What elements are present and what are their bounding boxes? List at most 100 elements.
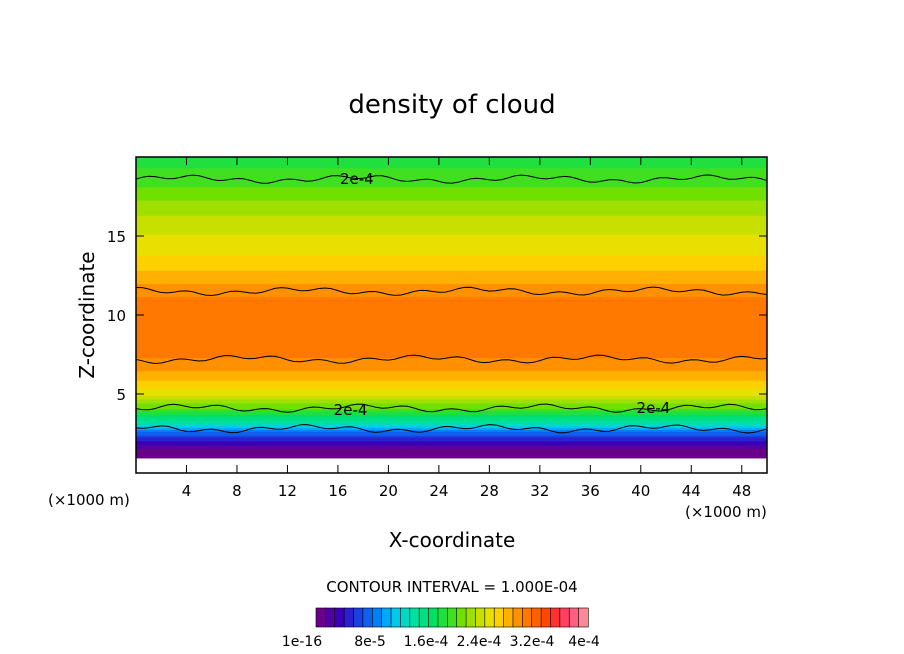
contour-band-47 — [136, 381, 767, 385]
contour-band-21 — [136, 431, 767, 434]
colorbar-swatch-21 — [512, 607, 523, 628]
contour-band-54 — [136, 368, 767, 372]
contour-band-4 — [136, 463, 767, 467]
contour-band-149 — [136, 188, 767, 192]
x-tick-label-4: 20 — [379, 482, 398, 500]
contour-band-135 — [136, 215, 767, 218]
contour-band-131 — [136, 222, 767, 226]
contour-line-1 — [136, 286, 767, 297]
contour-band-111 — [136, 260, 767, 264]
contour-band-65 — [136, 347, 767, 351]
contour-band-40 — [136, 395, 767, 398]
x-tick-label-7: 32 — [530, 482, 549, 500]
contour-band-150 — [136, 186, 767, 190]
colorbar-swatch-17 — [475, 607, 486, 628]
contour-band-125 — [136, 234, 767, 237]
contour-band-33 — [136, 408, 767, 412]
contour-band-119 — [136, 245, 767, 248]
colorbar-swatch-23 — [531, 607, 542, 628]
contour-band-107 — [136, 268, 767, 271]
contour-band-105 — [136, 272, 767, 275]
contour-band-95 — [136, 290, 767, 294]
contour-band-35 — [136, 404, 767, 408]
contour-band-116 — [136, 251, 767, 254]
contour-band-128 — [136, 228, 767, 231]
contour-band-70 — [136, 338, 767, 341]
contour-band-8 — [136, 455, 767, 459]
contour-band-110 — [136, 262, 767, 266]
contour-band-46 — [136, 383, 767, 387]
colorbar-swatch-8 — [390, 607, 402, 628]
contour-band-106 — [136, 270, 767, 273]
contour-band-161 — [136, 165, 767, 169]
colorbar-swatch-11 — [418, 607, 430, 628]
contour-band-124 — [136, 236, 767, 239]
contour-band-31 — [136, 412, 767, 415]
contour-band-41 — [136, 393, 767, 396]
contour-band-76 — [136, 327, 767, 330]
contour-band-66 — [136, 345, 767, 349]
contour-band-151 — [136, 184, 767, 188]
colorbar-swatch-6 — [371, 607, 383, 628]
contour-band-71 — [136, 336, 767, 339]
contour-band-103 — [136, 275, 767, 279]
contour-band-85 — [136, 309, 767, 313]
contour-band-97 — [136, 287, 767, 290]
contour-band-142 — [136, 201, 767, 205]
contour-band-27 — [136, 419, 767, 423]
colorbar-swatch-26 — [559, 607, 570, 628]
contour-band-144 — [136, 198, 767, 201]
contour-band-93 — [136, 294, 767, 298]
contour-band-86 — [136, 308, 767, 311]
colorbar-tick-label-0: 1e-16 — [282, 634, 322, 650]
contour-band-132 — [136, 220, 767, 224]
contour-band-32 — [136, 410, 767, 413]
contour-band-55 — [136, 366, 767, 370]
contour-band-57 — [136, 363, 767, 366]
y-tick-label-2: 15 — [107, 228, 126, 246]
x-tick-label-5: 24 — [429, 482, 448, 500]
contour-band-91 — [136, 298, 767, 302]
contour-band-1 — [136, 469, 767, 472]
contour-band-165 — [136, 158, 767, 161]
contour-band-18 — [136, 436, 767, 440]
contour-band-127 — [136, 230, 767, 233]
colorbar — [315, 607, 589, 628]
contour-band-90 — [136, 300, 767, 303]
contour-band-126 — [136, 232, 767, 235]
contour-band-114 — [136, 254, 767, 258]
colorbar-swatch-7 — [381, 607, 392, 628]
contour-band-25 — [136, 423, 767, 427]
contour-band-80 — [136, 319, 767, 322]
contour-band-17 — [136, 438, 767, 442]
colorbar-swatch-0 — [315, 607, 326, 628]
colorbar-swatch-18 — [484, 607, 495, 628]
colorbar-tick-label-3: 2.4e-4 — [457, 634, 502, 650]
contour-band-51 — [136, 374, 767, 377]
contour-band-59 — [136, 359, 767, 362]
contour-band-2 — [136, 467, 767, 470]
contour-band-11 — [136, 450, 767, 453]
colorbar-swatch-25 — [550, 607, 561, 628]
contour-band-147 — [136, 192, 767, 195]
contour-band-15 — [136, 442, 767, 446]
contour-band-26 — [136, 421, 767, 425]
contour-interval-text: CONTOUR INTERVAL = 1.000E-04 — [326, 578, 577, 596]
colorbar-swatch-5 — [362, 607, 373, 628]
contour-band-62 — [136, 353, 767, 357]
contour-band-101 — [136, 279, 767, 283]
contour-band-153 — [136, 181, 767, 184]
contour-band-100 — [136, 281, 767, 284]
contour-band-39 — [136, 397, 767, 400]
contour-band-123 — [136, 237, 767, 241]
contour-lines — [136, 174, 767, 434]
contour-band-159 — [136, 169, 767, 173]
contour-line-3 — [136, 403, 767, 413]
contour-band-3 — [136, 465, 767, 468]
contour-band-28 — [136, 418, 767, 421]
contour-band-109 — [136, 264, 767, 267]
contour-band-22 — [136, 429, 767, 432]
x-tick-label-11: 48 — [732, 482, 751, 500]
contour-band-160 — [136, 167, 767, 171]
contour-band-50 — [136, 376, 767, 379]
